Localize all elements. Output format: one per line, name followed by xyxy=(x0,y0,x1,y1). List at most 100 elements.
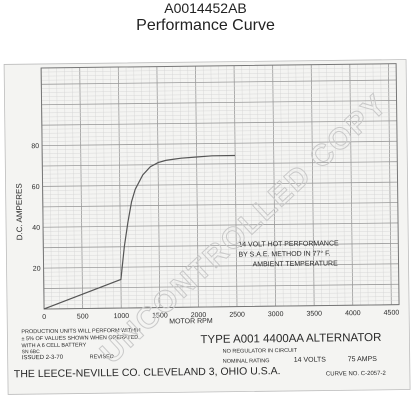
rated-amps: 75 AMPS xyxy=(348,356,378,363)
grid-line-minor-x xyxy=(380,63,384,305)
grid-line-minor-x xyxy=(110,67,114,309)
grid-line-minor-x xyxy=(179,66,184,308)
grid-line-minor-x xyxy=(64,67,68,309)
grid-line-minor-y xyxy=(41,104,397,110)
grid-line-minor-y xyxy=(41,132,397,138)
x-tick-label: 3000 xyxy=(268,311,284,318)
revised-label: REVISED xyxy=(90,354,114,360)
nominal-rating-label: NOMINAL RATING xyxy=(223,358,270,365)
grid-line-minor-y xyxy=(42,136,398,142)
grid-line-minor-y xyxy=(42,149,398,154)
grid-line-major-x xyxy=(195,66,199,308)
grid-line-minor-y xyxy=(43,218,399,224)
grid-line-minor-y xyxy=(43,226,399,232)
grid-line-minor-y xyxy=(42,194,398,199)
grid-line-minor-x xyxy=(303,64,307,306)
grid-line-minor-x xyxy=(56,67,60,309)
regulator-note: NO REGULATOR IN CIRCUIT xyxy=(223,348,298,355)
grid-line-minor-x xyxy=(280,65,284,307)
chart-footer: PRODUCTION UNITS WILL PERFORM WITHIN ± 5… xyxy=(14,328,387,381)
grid-line-minor-y xyxy=(41,112,397,118)
grid-line-minor-x xyxy=(87,67,91,309)
chart-sheet xyxy=(3,59,411,395)
grid-line-minor-x xyxy=(218,65,222,307)
grid-line-minor-x xyxy=(287,64,292,306)
grid-line-minor-x xyxy=(202,66,207,307)
chart-grid xyxy=(40,63,400,310)
x-tick-label: 1500 xyxy=(152,312,168,319)
grid-line-minor-y xyxy=(43,255,399,261)
grid-line-minor-x xyxy=(341,64,346,306)
grid-line-major-y xyxy=(41,79,397,85)
grid-line-minor-x xyxy=(372,63,377,305)
grid-line-minor-y xyxy=(42,190,398,195)
grid-line-minor-x xyxy=(326,64,330,306)
grid-line-minor-y xyxy=(42,145,398,150)
grid-line-major-x xyxy=(79,67,84,309)
grid-line-minor-x xyxy=(295,64,299,306)
grid-line-major-y xyxy=(42,161,398,167)
grid-line-minor-x xyxy=(125,66,130,308)
grid-line-minor-y xyxy=(41,108,397,114)
grid-line-minor-y xyxy=(41,87,397,93)
production-note-2: ± 5% OF VALUES SHOWN WHEN OPERATED xyxy=(21,335,138,342)
x-tick-label: 4500 xyxy=(384,310,400,317)
grid-line-minor-x xyxy=(187,66,191,308)
grid-line-minor-y xyxy=(42,177,398,183)
grid-line-minor-y xyxy=(41,92,397,97)
chart-subtitle: Performance Curve xyxy=(136,17,275,34)
grid-line-minor-y xyxy=(42,206,398,212)
x-tick-label: 500 xyxy=(77,313,89,320)
grid-line-minor-y xyxy=(41,96,397,101)
grid-line-minor-x xyxy=(71,67,76,309)
grid-line-major-x xyxy=(387,63,392,305)
grid-line-minor-x xyxy=(365,64,369,306)
production-note-1: PRODUCTION UNITS WILL PERFORM WITHIN xyxy=(21,328,140,335)
grid-line-minor-y xyxy=(43,296,399,302)
grid-line-minor-y xyxy=(44,300,400,306)
grid-line-major-y xyxy=(43,222,399,228)
grid-line-minor-x xyxy=(141,66,145,308)
grid-line-minor-y xyxy=(41,83,397,89)
grid-line-minor-y xyxy=(42,169,398,175)
grid-line-major-x xyxy=(156,66,161,308)
grid-line-minor-y xyxy=(43,267,399,273)
x-tick-label: 2500 xyxy=(229,312,245,319)
grid-line-minor-y xyxy=(43,247,399,252)
y-tick-label: 20 xyxy=(33,266,41,273)
grid-line-major-y xyxy=(42,140,398,146)
grid-line-minor-y xyxy=(43,230,399,236)
grid-line-minor-y xyxy=(42,157,398,163)
grid-line-minor-y xyxy=(43,271,399,277)
grid-line-minor-x xyxy=(133,66,137,308)
grid-line-major-y xyxy=(41,120,397,126)
grid-line-minor-y xyxy=(41,124,397,130)
x-tick-label: 2000 xyxy=(191,312,207,319)
grid-line-minor-x xyxy=(48,67,52,309)
annotation-line-3: AMBIENT TEMPERATURE xyxy=(253,260,339,268)
grid-line-minor-y xyxy=(41,116,397,122)
grid-line-major-x xyxy=(272,65,276,307)
grid-line-major-x xyxy=(349,64,354,306)
y-tick-label: 60 xyxy=(32,184,40,191)
production-note-3: WITH A 6 CELL BATTERY xyxy=(21,342,86,349)
grid-line-minor-y xyxy=(41,128,397,134)
y-axis-label: D.C. AMPERES xyxy=(15,183,25,240)
grid-line-minor-y xyxy=(41,75,397,81)
grid-line-minor-x xyxy=(148,66,153,308)
grid-line-minor-y xyxy=(42,185,398,191)
grid-line-minor-x xyxy=(334,64,338,306)
grid-line-minor-y xyxy=(42,210,398,216)
grid-line-major-x xyxy=(310,64,315,306)
grid-line-minor-x xyxy=(172,66,176,308)
grid-line-minor-y xyxy=(42,198,398,203)
grid-line-minor-y xyxy=(42,173,398,179)
grid-line-minor-y xyxy=(43,239,399,244)
curve-number: CURVE NO. C-2057-2 xyxy=(326,371,387,378)
grid-line-minor-x xyxy=(318,64,323,306)
grid-line-minor-x xyxy=(226,65,230,307)
company-line: THE LEECE-NEVILLE CO. CLEVELAND 3, OHIO … xyxy=(14,365,281,380)
grid-line-minor-y xyxy=(42,214,398,220)
grid-line-major-x xyxy=(233,65,238,307)
